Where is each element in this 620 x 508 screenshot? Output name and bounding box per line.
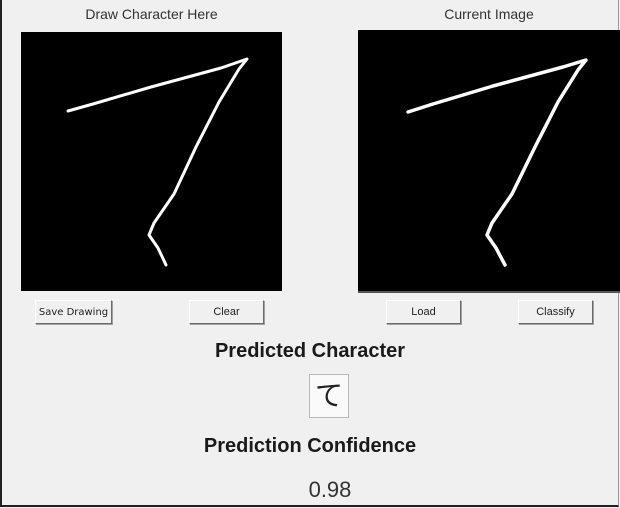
load-button[interactable]: Load xyxy=(386,300,461,324)
save-drawing-button[interactable]: Save Drawing xyxy=(35,300,112,324)
current-image-stroke xyxy=(406,58,588,267)
clear-button[interactable]: Clear xyxy=(189,300,264,324)
drawing-canvas[interactable] xyxy=(21,32,282,291)
classify-button[interactable]: Classify xyxy=(518,300,593,324)
current-image-title: Current Image xyxy=(444,6,534,22)
predicted-character-heading: Predicted Character xyxy=(214,340,406,362)
confidence-value: 0.98 xyxy=(308,477,352,502)
predicted-character-box: て xyxy=(309,374,349,418)
current-image-canvas xyxy=(358,30,620,293)
prediction-confidence-heading: Prediction Confidence xyxy=(203,435,417,457)
drawn-stroke xyxy=(66,57,249,267)
draw-panel-title: Draw Character Here xyxy=(85,6,218,22)
